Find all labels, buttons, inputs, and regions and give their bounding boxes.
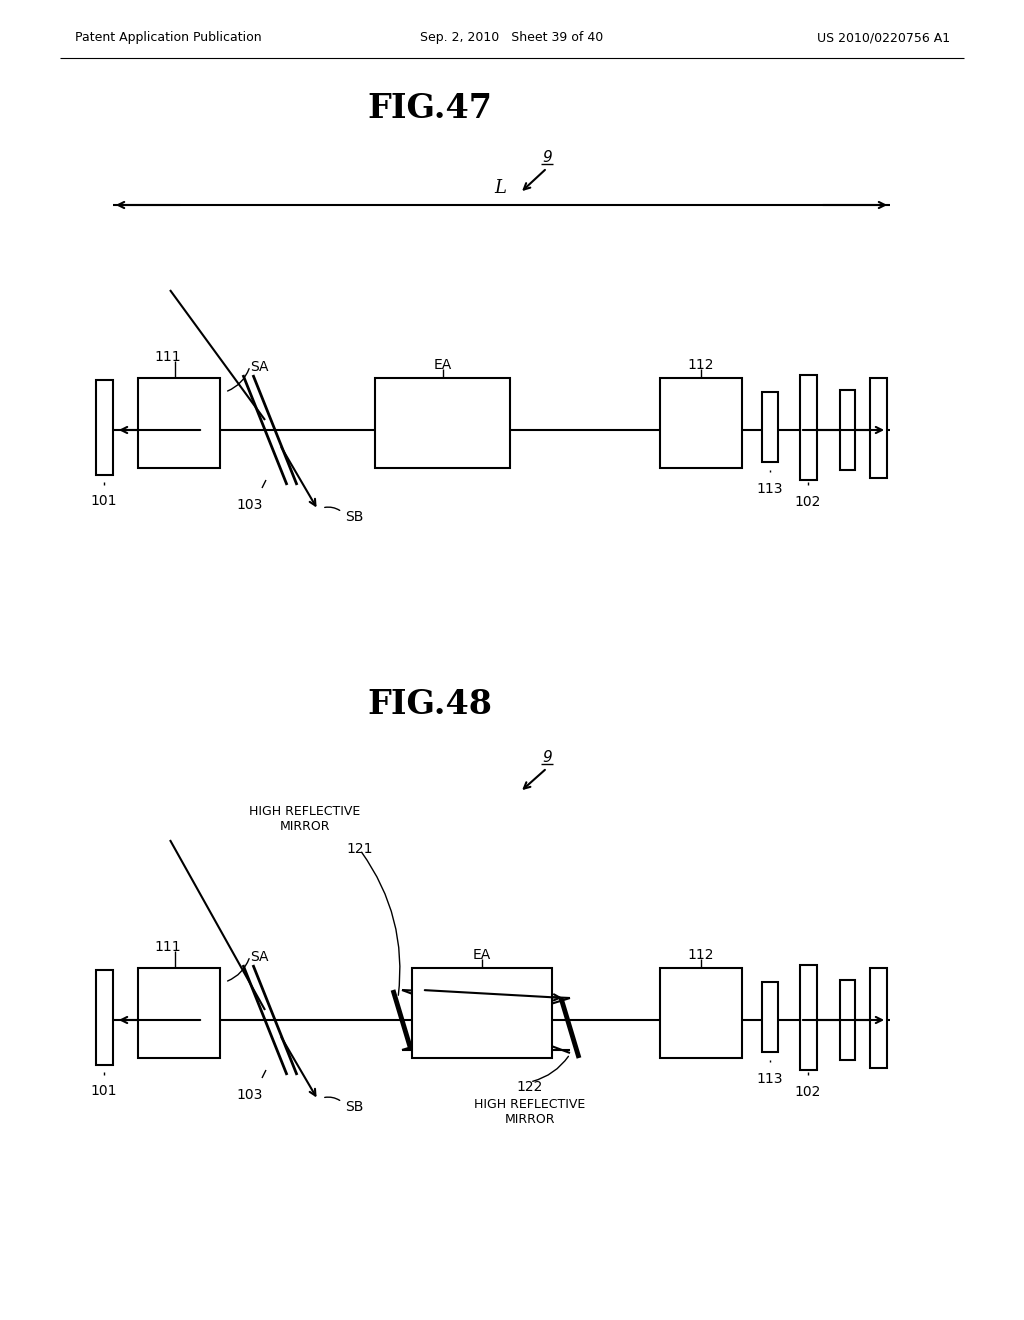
Text: 9: 9 <box>542 150 552 165</box>
Text: 121: 121 <box>347 842 374 855</box>
Text: EA: EA <box>473 948 492 962</box>
Text: EA: EA <box>433 358 452 372</box>
Text: 101: 101 <box>91 494 118 508</box>
Text: SA: SA <box>250 950 268 964</box>
Bar <box>375 378 510 469</box>
Bar <box>412 968 552 1059</box>
Bar <box>840 979 855 1060</box>
Bar <box>660 378 742 469</box>
Text: 9: 9 <box>542 751 552 766</box>
Bar <box>762 982 778 1052</box>
Bar <box>138 378 220 469</box>
Text: 102: 102 <box>795 495 821 510</box>
Bar <box>96 380 113 475</box>
Text: L: L <box>494 180 506 197</box>
Bar <box>800 965 817 1071</box>
Bar <box>800 375 817 480</box>
Text: FIG.47: FIG.47 <box>368 91 493 124</box>
Bar <box>660 968 742 1059</box>
Text: FIG.48: FIG.48 <box>368 689 493 722</box>
Text: 113: 113 <box>757 482 783 496</box>
Bar <box>870 378 887 478</box>
Text: Sep. 2, 2010   Sheet 39 of 40: Sep. 2, 2010 Sheet 39 of 40 <box>421 32 603 45</box>
Text: 122: 122 <box>517 1080 543 1094</box>
Bar <box>138 968 220 1059</box>
Text: 103: 103 <box>237 1088 263 1102</box>
Bar <box>840 389 855 470</box>
Text: US 2010/0220756 A1: US 2010/0220756 A1 <box>817 32 950 45</box>
Text: 113: 113 <box>757 1072 783 1086</box>
Text: Patent Application Publication: Patent Application Publication <box>75 32 261 45</box>
Bar <box>96 970 113 1065</box>
Text: HIGH REFLECTIVE
MIRROR: HIGH REFLECTIVE MIRROR <box>474 1098 586 1126</box>
Bar <box>870 968 887 1068</box>
Text: SB: SB <box>345 1100 364 1114</box>
Text: 112: 112 <box>688 948 715 962</box>
Text: SB: SB <box>345 510 364 524</box>
Text: 111: 111 <box>155 350 181 364</box>
Text: 101: 101 <box>91 1084 118 1098</box>
Text: SA: SA <box>250 360 268 374</box>
Text: 102: 102 <box>795 1085 821 1100</box>
Text: 111: 111 <box>155 940 181 954</box>
Text: 103: 103 <box>237 498 263 512</box>
Bar <box>762 392 778 462</box>
Text: HIGH REFLECTIVE
MIRROR: HIGH REFLECTIVE MIRROR <box>250 805 360 833</box>
Text: 112: 112 <box>688 358 715 372</box>
